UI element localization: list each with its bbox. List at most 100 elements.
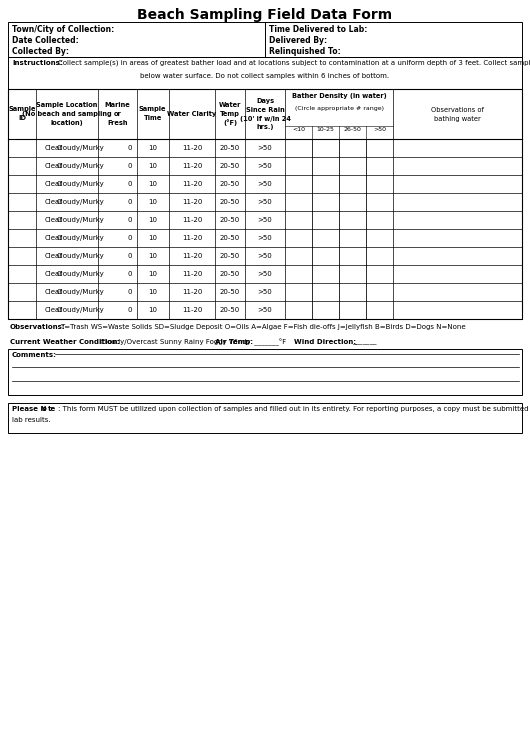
Text: Cloudy/Murky: Cloudy/Murky	[57, 199, 104, 205]
Text: : This form MUST be utilized upon collection of samples and filled out in its en: : This form MUST be utilized upon collec…	[58, 406, 530, 412]
Text: >50: >50	[258, 163, 272, 169]
Text: Fresh: Fresh	[107, 120, 128, 126]
Text: Sample Location: Sample Location	[37, 102, 98, 108]
Text: 11-20: 11-20	[182, 145, 202, 151]
Text: Water: Water	[219, 102, 241, 108]
Text: Cloudy/Murky: Cloudy/Murky	[57, 289, 104, 295]
Text: 20-50: 20-50	[220, 289, 240, 295]
Text: (°F): (°F)	[223, 120, 237, 127]
Text: Clear: Clear	[45, 181, 63, 187]
Text: 20-50: 20-50	[220, 271, 240, 277]
Text: 10-25: 10-25	[316, 127, 334, 132]
Text: Delivered By:: Delivered By:	[269, 36, 327, 45]
Text: 20-50: 20-50	[220, 199, 240, 205]
Text: 11-20: 11-20	[182, 235, 202, 241]
Text: Clear: Clear	[45, 307, 63, 313]
Text: 20-50: 20-50	[220, 217, 240, 223]
Text: Clear: Clear	[45, 271, 63, 277]
Text: 11-20: 11-20	[182, 217, 202, 223]
Text: Cloudy/Murky: Cloudy/Murky	[57, 217, 104, 223]
Text: Current Weather Condition:: Current Weather Condition:	[10, 339, 120, 345]
Text: 11-20: 11-20	[182, 271, 202, 277]
Text: Town/City of Collection:: Town/City of Collection:	[12, 25, 114, 34]
Text: >50: >50	[258, 307, 272, 313]
Text: Clear: Clear	[45, 235, 63, 241]
Text: 0: 0	[127, 307, 132, 313]
Text: 20-50: 20-50	[220, 145, 240, 151]
Text: >50: >50	[258, 271, 272, 277]
Text: location): location)	[51, 120, 84, 126]
Text: >50: >50	[258, 235, 272, 241]
Text: Cloudy/Murky: Cloudy/Murky	[57, 145, 104, 151]
Text: >50: >50	[258, 253, 272, 259]
Text: T=Trash WS=Waste Solids SD=Sludge Deposit O=Oils A=Algae F=Fish die-offs J=Jelly: T=Trash WS=Waste Solids SD=Sludge Deposi…	[60, 324, 466, 330]
Text: 0: 0	[127, 271, 132, 277]
Text: 0: 0	[127, 145, 132, 151]
Text: 10: 10	[148, 289, 157, 295]
Text: Cloudy/Murky: Cloudy/Murky	[57, 163, 104, 169]
Text: Collected By:: Collected By:	[12, 47, 69, 56]
Text: hrs.): hrs.)	[256, 124, 274, 130]
Text: 0: 0	[127, 163, 132, 169]
Text: 10: 10	[148, 145, 157, 151]
Text: Cloudy/Murky: Cloudy/Murky	[57, 235, 104, 241]
Text: ID: ID	[18, 115, 26, 121]
Text: bathing water: bathing water	[434, 115, 481, 121]
Text: 11-20: 11-20	[182, 307, 202, 313]
Text: 0: 0	[127, 289, 132, 295]
Text: Days: Days	[256, 97, 274, 103]
Text: te: te	[48, 406, 56, 412]
Text: Date Collected:: Date Collected:	[12, 36, 79, 45]
Text: (No beach and sampling: (No beach and sampling	[22, 111, 112, 117]
Text: (Circle appropriate # range): (Circle appropriate # range)	[295, 106, 384, 111]
Text: o: o	[42, 406, 47, 412]
Text: 11-20: 11-20	[182, 181, 202, 187]
Text: Time Delivered to Lab:: Time Delivered to Lab:	[269, 25, 367, 34]
Text: 10: 10	[148, 199, 157, 205]
Text: Temp: Temp	[220, 111, 240, 117]
Text: Beach Sampling Field Data Form: Beach Sampling Field Data Form	[137, 8, 393, 22]
Text: >50: >50	[258, 289, 272, 295]
Text: 10: 10	[148, 163, 157, 169]
Text: 20-50: 20-50	[220, 181, 240, 187]
Text: 11-20: 11-20	[182, 289, 202, 295]
Text: >50: >50	[258, 181, 272, 187]
Text: 20-50: 20-50	[220, 253, 240, 259]
Text: 11-20: 11-20	[182, 199, 202, 205]
Text: _______: _______	[352, 339, 376, 345]
Text: Wind Direction:: Wind Direction:	[294, 339, 356, 345]
Text: 10: 10	[148, 253, 157, 259]
Text: Air Temp:: Air Temp:	[215, 339, 253, 345]
Text: or: or	[113, 111, 121, 117]
Text: Cloudy/Murky: Cloudy/Murky	[57, 271, 104, 277]
Text: 11-20: 11-20	[182, 163, 202, 169]
Text: Sample: Sample	[8, 106, 36, 112]
Text: Water Clarity: Water Clarity	[167, 111, 217, 117]
Text: Comments:: Comments:	[12, 352, 57, 358]
Text: Observations of: Observations of	[431, 106, 484, 112]
Text: 10: 10	[148, 271, 157, 277]
Text: >50: >50	[258, 217, 272, 223]
Text: 10: 10	[148, 307, 157, 313]
Text: 20-50: 20-50	[220, 235, 240, 241]
Text: Observations:: Observations:	[10, 324, 66, 330]
Text: 0: 0	[127, 217, 132, 223]
Bar	[8, 57, 522, 89]
Text: 0: 0	[127, 181, 132, 187]
Text: Bather Density (in water): Bather Density (in water)	[292, 93, 386, 99]
Text: Cloudy/Murky: Cloudy/Murky	[57, 253, 104, 259]
Text: Clear: Clear	[45, 289, 63, 295]
Text: Cloudy/Overcast Sunny Rainy Foggy Windy: Cloudy/Overcast Sunny Rainy Foggy Windy	[98, 339, 253, 345]
Text: Time: Time	[144, 115, 162, 121]
Text: Cloudy/Murky: Cloudy/Murky	[57, 307, 104, 313]
Text: below water surface. Do not collect samples within 6 inches of bottom.: below water surface. Do not collect samp…	[140, 73, 390, 79]
Text: 0: 0	[127, 253, 132, 259]
Bar	[8, 349, 522, 395]
Text: >50: >50	[373, 127, 386, 132]
Text: Please N: Please N	[12, 406, 47, 412]
Text: 0: 0	[127, 235, 132, 241]
Text: Clear: Clear	[45, 163, 63, 169]
Text: Marine: Marine	[104, 102, 130, 108]
Text: Clear: Clear	[45, 217, 63, 223]
Text: Collect sample(s) in areas of greatest bather load and at locations subject to c: Collect sample(s) in areas of greatest b…	[58, 60, 530, 67]
